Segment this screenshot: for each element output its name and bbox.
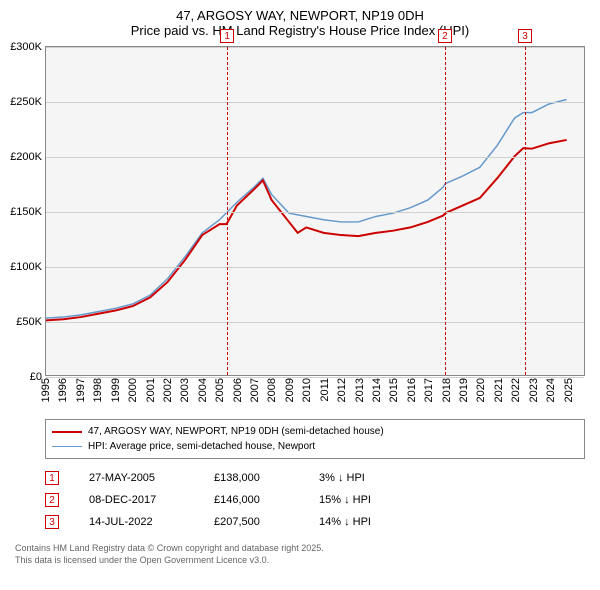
x-tick-label: 2005 xyxy=(214,378,226,402)
marker-line xyxy=(445,47,446,375)
x-tick-label: 1996 xyxy=(57,378,69,402)
x-tick-label: 2009 xyxy=(284,378,296,402)
y-tick-label: £100K xyxy=(10,261,42,273)
x-tick-label: 2017 xyxy=(423,378,435,402)
sales-delta: 14% ↓ HPI xyxy=(319,516,419,528)
x-tick-label: 2021 xyxy=(493,378,505,402)
x-tick-label: 2022 xyxy=(510,378,522,402)
sales-row: 2 08-DEC-2017 £146,000 15% ↓ HPI xyxy=(45,489,585,511)
legend-swatch xyxy=(52,446,82,448)
marker-line xyxy=(525,47,526,375)
footer: Contains HM Land Registry data © Crown c… xyxy=(15,543,585,566)
y-tick-label: £150K xyxy=(10,206,42,218)
title-line-1: 47, ARGOSY WAY, NEWPORT, NP19 0DH xyxy=(0,8,600,23)
x-tick-label: 2015 xyxy=(388,378,400,402)
series-line-hpi xyxy=(46,99,567,318)
x-tick-label: 2024 xyxy=(545,378,557,402)
y-tick-label: £200K xyxy=(10,151,42,163)
chart-container: 47, ARGOSY WAY, NEWPORT, NP19 0DH Price … xyxy=(0,0,600,590)
series-line-price_paid xyxy=(46,140,567,320)
sales-row: 1 27-MAY-2005 £138,000 3% ↓ HPI xyxy=(45,467,585,489)
sales-price: £138,000 xyxy=(214,472,289,484)
x-tick-label: 2006 xyxy=(232,378,244,402)
sales-date: 27-MAY-2005 xyxy=(89,472,184,484)
x-tick-label: 2010 xyxy=(301,378,313,402)
plot-area: £0£50K£100K£150K£200K£250K£300K123 xyxy=(45,46,585,376)
sales-marker: 3 xyxy=(45,515,59,529)
x-tick-label: 2016 xyxy=(406,378,418,402)
sales-table: 1 27-MAY-2005 £138,000 3% ↓ HPI 2 08-DEC-2017… xyxy=(45,467,585,533)
gridline xyxy=(46,212,584,213)
y-tick-label: £250K xyxy=(10,96,42,108)
x-tick-label: 2019 xyxy=(458,378,470,402)
x-tick-label: 1998 xyxy=(92,378,104,402)
marker-line xyxy=(227,47,228,375)
marker-box: 2 xyxy=(438,29,452,43)
footer-line-2: This data is licensed under the Open Gov… xyxy=(15,555,585,567)
sales-date: 14-JUL-2022 xyxy=(89,516,184,528)
x-tick-label: 2013 xyxy=(354,378,366,402)
gridline xyxy=(46,157,584,158)
x-tick-label: 2001 xyxy=(145,378,157,402)
x-axis-labels: 1995199619971998199920002001200220032004… xyxy=(45,378,585,413)
marker-box: 3 xyxy=(518,29,532,43)
legend-label: 47, ARGOSY WAY, NEWPORT, NP19 0DH (semi-… xyxy=(88,426,384,437)
x-tick-label: 2003 xyxy=(179,378,191,402)
sales-date: 08-DEC-2017 xyxy=(89,494,184,506)
gridline xyxy=(46,267,584,268)
sales-marker: 2 xyxy=(45,493,59,507)
legend-label: HPI: Average price, semi-detached house,… xyxy=(88,441,315,452)
gridline xyxy=(46,102,584,103)
gridline xyxy=(46,322,584,323)
x-tick-label: 2012 xyxy=(336,378,348,402)
legend-row: HPI: Average price, semi-detached house,… xyxy=(52,439,578,454)
legend-row: 47, ARGOSY WAY, NEWPORT, NP19 0DH (semi-… xyxy=(52,424,578,439)
gridline xyxy=(46,47,584,48)
x-tick-label: 1997 xyxy=(75,378,87,402)
y-tick-label: £300K xyxy=(10,41,42,53)
x-tick-label: 2008 xyxy=(266,378,278,402)
x-tick-label: 2011 xyxy=(319,378,331,402)
x-tick-label: 2007 xyxy=(249,378,261,402)
legend: 47, ARGOSY WAY, NEWPORT, NP19 0DH (semi-… xyxy=(45,419,585,459)
chart-title: 47, ARGOSY WAY, NEWPORT, NP19 0DH Price … xyxy=(0,0,600,42)
sales-delta: 15% ↓ HPI xyxy=(319,494,419,506)
sales-row: 3 14-JUL-2022 £207,500 14% ↓ HPI xyxy=(45,511,585,533)
x-tick-label: 2023 xyxy=(528,378,540,402)
x-tick-label: 1995 xyxy=(40,378,52,402)
y-tick-label: £50K xyxy=(16,316,42,328)
footer-line-1: Contains HM Land Registry data © Crown c… xyxy=(15,543,585,555)
chart-svg xyxy=(46,47,584,375)
sales-delta: 3% ↓ HPI xyxy=(319,472,419,484)
legend-swatch xyxy=(52,431,82,433)
x-tick-label: 2020 xyxy=(475,378,487,402)
x-tick-label: 2002 xyxy=(162,378,174,402)
x-tick-label: 2004 xyxy=(197,378,209,402)
sales-marker: 1 xyxy=(45,471,59,485)
x-tick-label: 2000 xyxy=(127,378,139,402)
x-tick-label: 2018 xyxy=(441,378,453,402)
sales-price: £207,500 xyxy=(214,516,289,528)
marker-box: 1 xyxy=(220,29,234,43)
x-tick-label: 2014 xyxy=(371,378,383,402)
sales-price: £146,000 xyxy=(214,494,289,506)
x-tick-label: 2025 xyxy=(563,378,575,402)
title-line-2: Price paid vs. HM Land Registry's House … xyxy=(0,23,600,38)
x-tick-label: 1999 xyxy=(110,378,122,402)
